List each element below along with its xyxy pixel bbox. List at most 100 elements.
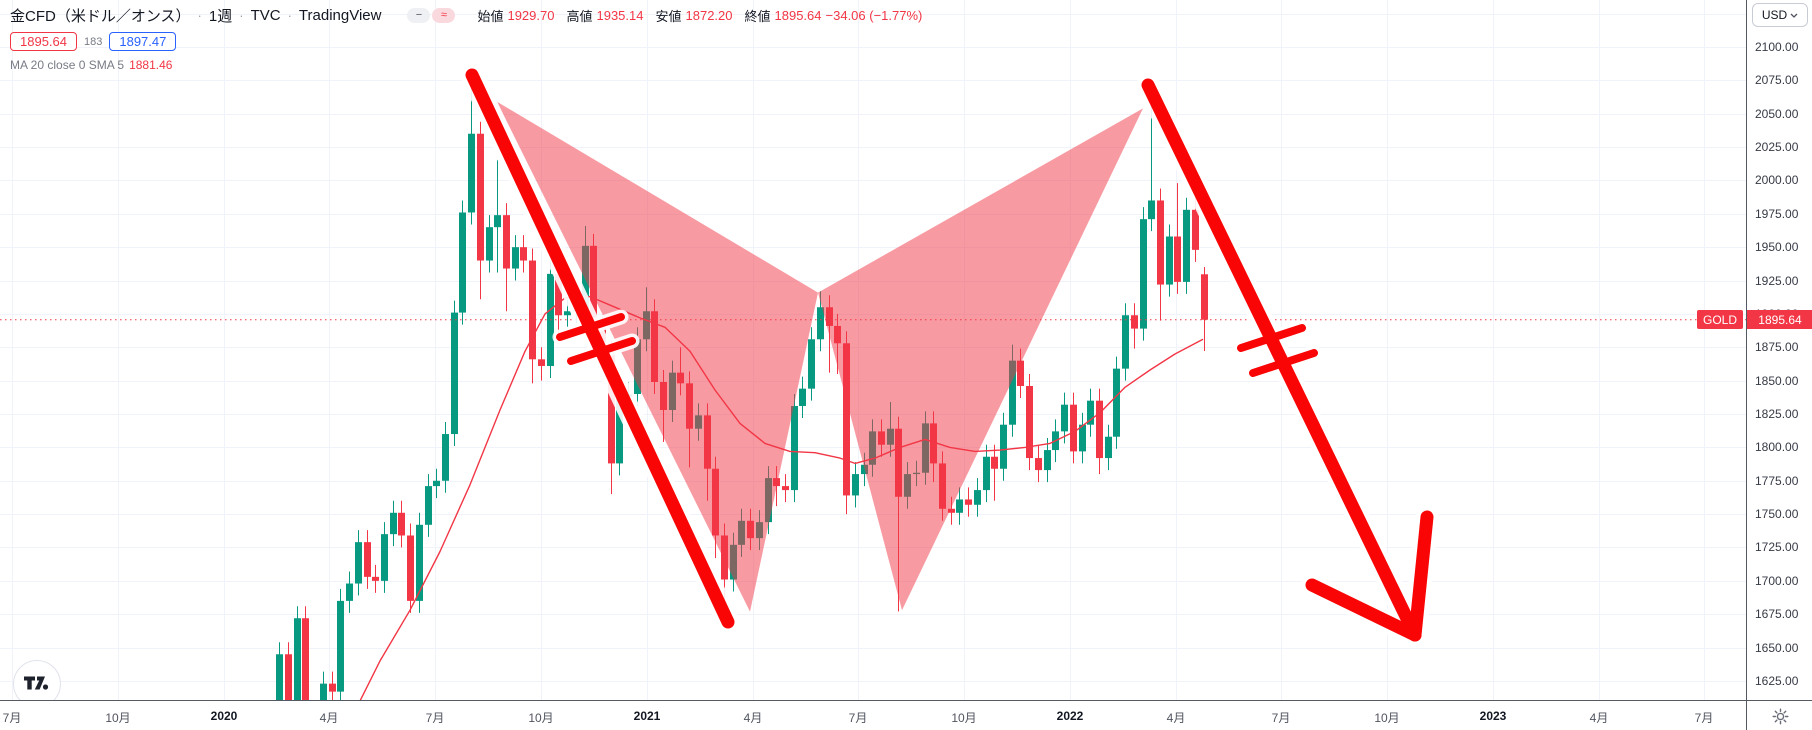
last-price-axis-badge: 1895.64	[1747, 310, 1812, 330]
time-axis-label: 2023	[1479, 709, 1507, 723]
candle-body	[529, 260, 536, 360]
candle-body	[608, 352, 615, 464]
buy-ask-button[interactable]: 1897.47	[109, 32, 177, 51]
time-axis-label: 4月	[1166, 711, 1186, 725]
axis-settings-corner	[1746, 700, 1812, 730]
candle-body	[983, 456, 990, 491]
high-value: 1935.14	[596, 7, 644, 23]
candle-body	[337, 600, 344, 692]
candle-body	[861, 464, 868, 475]
arrow-stroke	[1305, 578, 1422, 642]
candle-body	[1017, 360, 1024, 386]
time-axis[interactable]: 7月 10月 2020 4月 7月 10月 2021 4月 7月 10月 2022 4月 7月 10月 20…	[0, 700, 1746, 730]
time-axis-label: 10月	[1374, 711, 1400, 725]
candle-body	[974, 490, 981, 505]
candle-body	[1096, 400, 1103, 459]
currency-dropdown[interactable]: USD	[1752, 3, 1808, 27]
downtrend-arrow-drawing[interactable]	[1136, 73, 1439, 647]
candle-body	[843, 343, 850, 496]
exchange-label[interactable]: TVC	[250, 6, 281, 24]
low-value: 1872.20	[685, 7, 733, 23]
downtrend-line-drawing[interactable]	[460, 63, 740, 634]
time-axis-label: 2021	[633, 709, 661, 723]
price-axis-label: 1925.00	[1755, 273, 1799, 288]
candle-body	[477, 133, 484, 261]
xabcd-pattern-drawing[interactable]	[497, 101, 1143, 612]
price-axis-label: 1775.00	[1755, 473, 1799, 488]
time-axis-label: 2022	[1056, 709, 1084, 723]
candle-body	[1192, 209, 1199, 250]
candle-body	[538, 359, 545, 366]
candle-body	[494, 215, 501, 228]
separator: ·	[197, 7, 202, 23]
price-axis-label: 1625.00	[1755, 673, 1799, 688]
break-hash-mark	[1237, 324, 1306, 352]
candle-body	[503, 215, 510, 269]
candle-body	[1105, 436, 1112, 459]
candle-body	[276, 654, 283, 700]
candle-body	[425, 486, 432, 525]
candle-body	[1183, 209, 1190, 282]
price-axis-label: 1650.00	[1755, 640, 1799, 655]
candle-body	[302, 618, 309, 700]
candle-body	[320, 683, 327, 700]
ma-indicator-row[interactable]: MA 20 close 0 SMA 5 1881.46	[10, 58, 922, 72]
time-axis-label: 10月	[951, 711, 977, 725]
time-axis-label: 7月	[2, 711, 22, 725]
candle-body	[791, 406, 798, 491]
hide-indicator-toggle[interactable]: −	[407, 7, 431, 23]
chevron-down-icon	[1790, 13, 1798, 18]
low-label: 安値	[655, 8, 682, 24]
candlestick-chart[interactable]	[0, 0, 1746, 700]
close-label: 終値	[744, 8, 771, 24]
candle-body	[468, 133, 475, 213]
sell-bid-button[interactable]: 1895.64	[10, 32, 77, 51]
pattern-triangle-right[interactable]	[818, 108, 1143, 611]
gold-price-flag: GOLD	[1697, 310, 1743, 330]
candle-body	[407, 535, 414, 601]
price-axis-label: 1875.00	[1755, 340, 1799, 355]
time-axis-label: 7月	[848, 711, 868, 725]
candle-body	[1140, 219, 1147, 329]
currency-label: USD	[1761, 8, 1788, 22]
candle-body	[520, 247, 527, 261]
candle-body	[799, 388, 806, 407]
candle-body	[1113, 368, 1120, 437]
gear-icon[interactable]	[1772, 708, 1789, 725]
price-axis-label: 2100.00	[1755, 39, 1799, 54]
ma-indicator-name: MA 20 close 0 SMA 5	[10, 58, 125, 72]
candle-body	[956, 499, 963, 513]
pattern-triangle-left[interactable]	[497, 101, 818, 612]
price-axis[interactable]: 2125.002100.002075.002050.002025.002000.…	[1746, 0, 1812, 700]
symbol-title[interactable]: 金CFD（米ドル／オンス）	[10, 7, 191, 25]
time-axis-label: 4月	[743, 711, 763, 725]
spread-value: 183	[84, 35, 103, 48]
candle-body	[1044, 450, 1051, 471]
candle-body	[451, 312, 458, 435]
candle-body	[564, 311, 571, 316]
interval-label[interactable]: 1週	[208, 7, 233, 25]
time-axis-label: 10月	[105, 711, 131, 725]
provider-label[interactable]: TradingView	[298, 6, 382, 24]
close-value: 1895.64	[774, 7, 822, 23]
price-axis-label: 1700.00	[1755, 573, 1799, 588]
candle-body	[991, 456, 998, 469]
candle-body	[1026, 385, 1033, 459]
separator: ·	[287, 7, 292, 23]
price-axis-label: 1800.00	[1755, 440, 1799, 455]
candle-body	[817, 307, 824, 340]
candle-body	[512, 247, 519, 269]
price-axis-label: 1725.00	[1755, 540, 1799, 555]
tradingview-logo[interactable]	[13, 660, 61, 700]
ma-line[interactable]	[340, 295, 1204, 700]
candle-body	[1148, 200, 1155, 220]
time-axis-label: 7月	[1694, 711, 1714, 725]
price-axis-label: 2075.00	[1755, 73, 1799, 88]
candle-body	[555, 273, 562, 316]
candle-body	[390, 512, 397, 535]
chart-canvas[interactable]: 金CFD（米ドル／オンス） · 1週 · TVC · TradingView −…	[0, 0, 1746, 700]
candle-body	[852, 474, 859, 496]
approx-toggle[interactable]: ≈	[432, 7, 456, 23]
candle-body	[1079, 424, 1086, 452]
time-axis-label: 4月	[319, 711, 339, 725]
